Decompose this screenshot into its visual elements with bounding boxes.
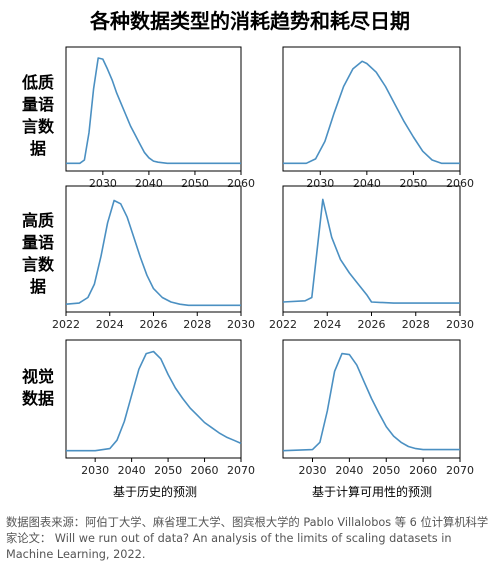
x-tick-label: 2028 (183, 318, 211, 331)
x-tick-label: 2070 (446, 464, 474, 477)
series-line (66, 350, 242, 452)
x-tick-label: 2026 (140, 318, 168, 331)
x-tick-label: 2040 (353, 177, 381, 190)
row-label-line: 低质 (21, 73, 54, 92)
x-tick-label: 2060 (409, 464, 437, 477)
series-line (282, 352, 460, 452)
x-tick-label: 2030 (306, 177, 334, 190)
panel-5: 2030 2040 2050 2060 2070 (65, 339, 255, 477)
series-line (66, 57, 241, 165)
x-tick-label: 2024 (313, 318, 341, 331)
chart-title: 各种数据类型的消耗趋势和耗尽日期 (89, 9, 410, 33)
row-label-line: 高质 (22, 211, 54, 230)
x-tick-label: 2022 (269, 318, 297, 331)
x-tick-label: 2028 (402, 318, 430, 331)
x-tick-label: 2030 (227, 318, 255, 331)
x-tick-label: 2050 (399, 177, 427, 190)
x-tick-label: 2060 (191, 464, 219, 477)
panel-frame (282, 185, 461, 313)
x-tick-label: 2050 (181, 177, 209, 190)
x-tick-label: 2040 (118, 464, 146, 477)
x-tick-label: 2050 (372, 464, 400, 477)
column-label-historical: 基于历史的预测 (113, 484, 197, 499)
panels: 2030 2040 2050 2060 2030 2040 2050 2060 2022 2024… (52, 46, 474, 477)
x-tick-label: 2030 (81, 464, 109, 477)
row-label-line: 量语 (22, 233, 54, 252)
x-tick-label: 2040 (335, 464, 363, 477)
row-label-line: 据 (30, 139, 46, 158)
panel-frame (65, 339, 242, 459)
x-tick-label: 2060 (446, 177, 474, 190)
series-line (283, 60, 460, 165)
row-label-line: 言数 (22, 255, 55, 274)
row-label-line: 数据 (22, 389, 54, 408)
x-tick-label: 2070 (227, 464, 255, 477)
column-label-compute: 基于计算可用性的预测 (312, 484, 432, 499)
panel-frame (282, 339, 461, 459)
source-caption: 数据图表来源：阿伯丁大学、麻省理工大学、图宾根大学的 Pablo Villalo… (6, 516, 489, 561)
row-label-line: 视觉 (22, 367, 54, 386)
x-tick-label: 2040 (135, 177, 163, 190)
panel-frame (65, 185, 242, 313)
x-tick-label: 2030 (446, 318, 474, 331)
x-tick-label: 2024 (96, 318, 124, 331)
x-tick-label: 2030 (89, 177, 117, 190)
x-tick-label: 2060 (227, 177, 255, 190)
panel-frame (282, 46, 461, 172)
series-line (282, 198, 460, 304)
row-label-line: 据 (30, 277, 46, 296)
x-tick-label: 2026 (358, 318, 386, 331)
row-label-line: 量语 (22, 95, 54, 114)
row-label-line: 言数 (22, 117, 55, 136)
panel-1: 2030 2040 2050 2060 (65, 46, 255, 190)
x-tick-label: 2050 (154, 464, 182, 477)
panel-3: 2022 2024 2026 2028 2030 (52, 185, 255, 331)
panel-frame (65, 46, 242, 172)
series-line (65, 199, 241, 307)
panel-4: 2022 2024 2026 2028 2030 (269, 185, 474, 331)
panel-2: 2030 2040 2050 2060 (282, 46, 474, 190)
x-tick-label: 2030 (299, 464, 327, 477)
x-tick-label: 2022 (52, 318, 80, 331)
panel-6: 2030 2040 2050 2060 2070 (282, 339, 474, 477)
